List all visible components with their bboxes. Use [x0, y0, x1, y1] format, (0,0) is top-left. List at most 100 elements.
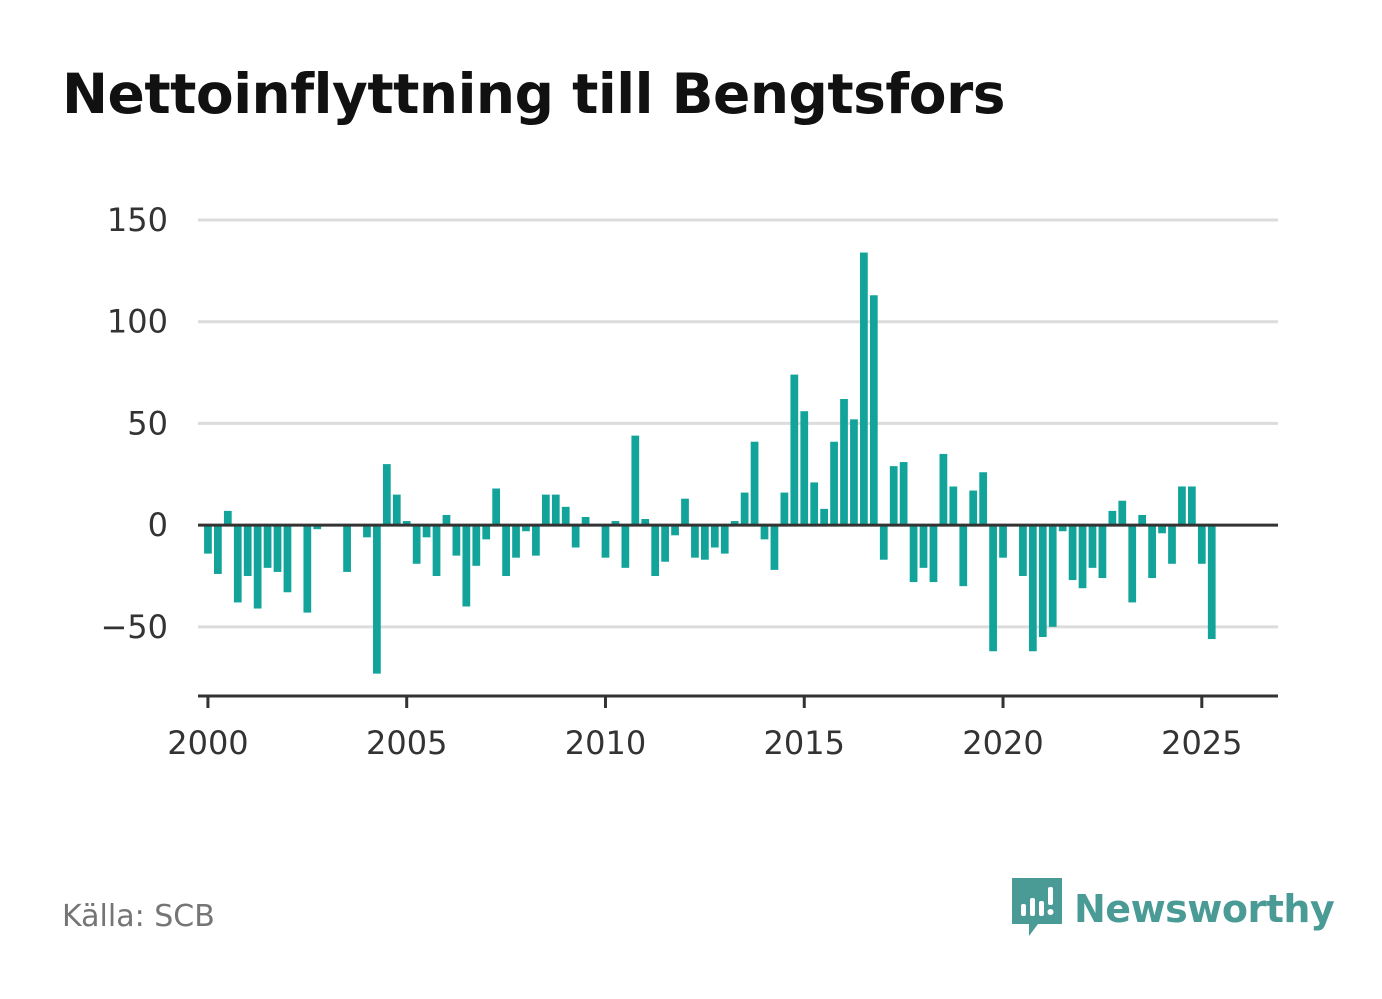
- bar-2023-Q3: [1138, 514, 1147, 526]
- bar-2022-Q3: [1098, 525, 1107, 579]
- x-tick-label: 2020: [962, 724, 1043, 762]
- bar-2017-Q4: [909, 525, 918, 583]
- bar-2016-Q1: [840, 399, 848, 526]
- bar-2008-Q2: [532, 525, 540, 556]
- bar-2019-Q3: [979, 472, 988, 526]
- bar-2013-Q3: [740, 492, 749, 526]
- bar-2007-Q1: [482, 525, 491, 540]
- bar-2021-Q2: [1048, 525, 1057, 627]
- bar-2010-Q2: [611, 521, 620, 526]
- bar-2018-Q4: [949, 486, 958, 526]
- bar-2010-Q1: [601, 525, 610, 558]
- bar-2006-Q1: [442, 514, 451, 526]
- bar-2019-Q2: [969, 490, 978, 526]
- bar-2018-Q3: [939, 453, 948, 526]
- bar-2025-Q2: [1207, 525, 1216, 640]
- bar-2021-Q4: [1068, 525, 1077, 581]
- bar-2012-Q4: [710, 525, 719, 548]
- bar-2004-Q4: [392, 494, 401, 526]
- brand-logo: Newsworthy: [1012, 878, 1335, 940]
- bar-2022-Q1: [1078, 525, 1087, 589]
- bar-2019-Q4: [989, 525, 997, 652]
- x-tick-label: 2005: [366, 724, 447, 762]
- bar-2002-Q3: [303, 525, 312, 613]
- x-tick-label: 2015: [764, 724, 845, 762]
- bar-2016-Q4: [869, 295, 878, 526]
- source-label: Källa: SCB: [62, 899, 215, 934]
- bar-2003-Q3: [343, 525, 351, 572]
- bar-2001-Q1: [243, 525, 252, 576]
- bar-2015-Q1: [800, 411, 809, 526]
- bar-2009-Q2: [571, 525, 580, 548]
- bar-2007-Q3: [502, 525, 510, 576]
- bar-2013-Q2: [730, 521, 739, 526]
- y-tick-label: 100: [107, 303, 168, 341]
- bar-2002-Q4: [313, 525, 322, 530]
- bar-2015-Q4: [830, 441, 838, 526]
- bar-2016-Q2: [850, 419, 858, 526]
- x-tick-label: 2000: [167, 724, 248, 762]
- bar-2012-Q2: [691, 525, 699, 558]
- bar-2005-Q4: [432, 525, 441, 576]
- bar-2022-Q4: [1108, 510, 1117, 526]
- bar-2024-Q3: [1178, 486, 1186, 526]
- bar-2011-Q3: [661, 525, 669, 562]
- bar-2020-Q1: [999, 525, 1007, 558]
- bar-2024-Q4: [1187, 486, 1196, 526]
- bar-2001-Q3: [263, 525, 272, 568]
- bar-2024-Q1: [1158, 525, 1166, 534]
- x-tick-label: 2025: [1161, 724, 1242, 762]
- grid-lines: [198, 218, 1278, 629]
- bar-2000-Q3: [223, 510, 232, 526]
- bar-2021-Q1: [1038, 525, 1047, 638]
- bar-2017-Q1: [879, 525, 888, 560]
- bar-2009-Q3: [581, 516, 590, 526]
- bar-2020-Q3: [1019, 525, 1027, 576]
- bar-2011-Q1: [641, 519, 650, 526]
- bar-2010-Q4: [631, 435, 640, 526]
- y-tick-label: 0: [148, 506, 168, 544]
- bar-2019-Q1: [959, 525, 968, 587]
- bar-2012-Q3: [701, 525, 709, 560]
- bar-2012-Q1: [681, 498, 689, 526]
- bar-2018-Q1: [919, 525, 928, 568]
- bar-2011-Q4: [671, 525, 679, 536]
- bar-2006-Q2: [452, 525, 461, 556]
- bar-2000-Q1: [204, 525, 212, 554]
- x-tick-label: 2010: [565, 724, 646, 762]
- bar-2006-Q3: [462, 525, 471, 607]
- bar-2023-Q2: [1128, 525, 1137, 603]
- bar-2017-Q2: [889, 466, 898, 526]
- bar-2004-Q1: [363, 525, 371, 538]
- bar-2015-Q2: [810, 482, 819, 526]
- bar-2025-Q1: [1197, 525, 1206, 564]
- bar-2024-Q2: [1168, 525, 1176, 564]
- bar-2001-Q4: [273, 525, 282, 572]
- bar-2014-Q4: [790, 374, 799, 526]
- bar-2013-Q4: [750, 441, 759, 526]
- bar-2004-Q3: [382, 464, 391, 526]
- bar-2014-Q1: [760, 525, 769, 540]
- bar-2020-Q4: [1028, 525, 1037, 652]
- bar-2023-Q1: [1118, 500, 1127, 526]
- bar-2001-Q2: [253, 525, 262, 609]
- bar-2015-Q3: [820, 508, 829, 526]
- bar-2009-Q1: [561, 506, 570, 526]
- bar-2005-Q2: [412, 525, 421, 564]
- bar-2008-Q3: [541, 494, 550, 526]
- bar-2013-Q1: [720, 525, 729, 554]
- bar-2022-Q2: [1088, 525, 1097, 568]
- bar-2005-Q3: [422, 525, 431, 538]
- bar-2023-Q4: [1148, 525, 1156, 579]
- bar-2017-Q3: [899, 462, 908, 526]
- bar-2000-Q4: [233, 525, 242, 603]
- bar-2005-Q1: [402, 521, 411, 526]
- newsworthy-logo-icon: [1012, 878, 1062, 936]
- brand-name: Newsworthy: [1074, 887, 1335, 931]
- bar-2021-Q3: [1058, 525, 1067, 532]
- bar-2007-Q4: [512, 525, 520, 558]
- bar-2002-Q1: [283, 525, 292, 593]
- bar-2014-Q3: [780, 492, 789, 526]
- bar-2014-Q2: [770, 525, 779, 570]
